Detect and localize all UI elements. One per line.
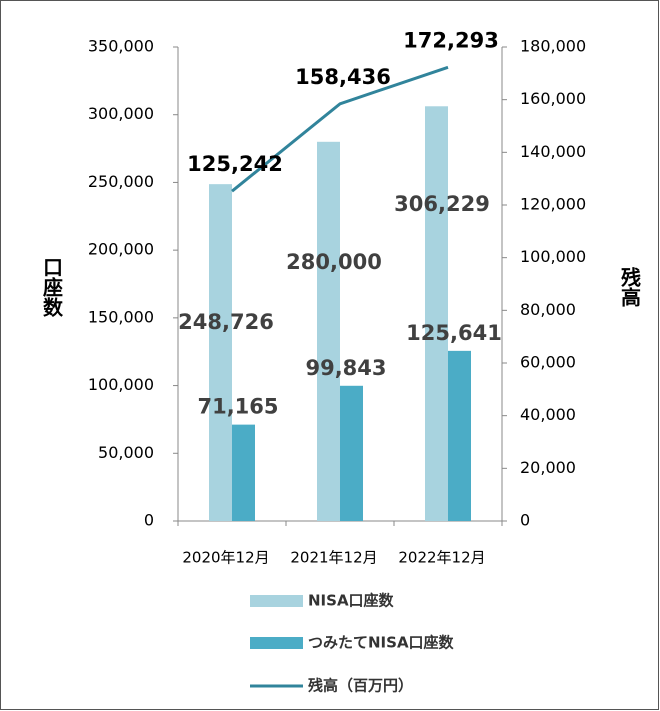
y-tick-label: 0 [144, 511, 154, 530]
data-label: 125,641 [406, 321, 502, 345]
data-label: 99,843 [305, 356, 386, 380]
y2-axis-label: 残高 [618, 267, 642, 307]
y-tick-label: 150,000 [88, 307, 154, 326]
y2-tick-label: 120,000 [520, 195, 586, 214]
line [231, 65, 449, 193]
legend-swatch [250, 595, 303, 607]
data-label: 158,436 [295, 65, 391, 89]
y2-tick-label: 80,000 [520, 300, 576, 319]
y-tick-label: 300,000 [88, 104, 154, 123]
x-tick-label: 2022年12月 [398, 549, 485, 567]
bar [448, 350, 471, 521]
data-label: 125,242 [187, 152, 283, 176]
legend-label: つみたてNISA口座数 [308, 634, 455, 652]
y-tick-label: 50,000 [98, 443, 154, 462]
y2-tick-label: 100,000 [520, 247, 586, 266]
bar [317, 141, 340, 522]
data-label: 71,165 [197, 395, 278, 419]
y2-tick-label: 40,000 [520, 405, 576, 424]
data-label: 172,293 [403, 28, 499, 52]
y2-tick-label: 160,000 [520, 89, 586, 108]
legend-label: 残高（百万円） [308, 677, 413, 695]
x-tick-label: 2020年12月 [182, 549, 269, 567]
data-label: 248,726 [178, 310, 274, 334]
y2-tick-label: 140,000 [520, 142, 586, 161]
y-tick-label: 100,000 [88, 375, 154, 394]
bar [209, 184, 232, 521]
legend-label: NISA口座数 [308, 592, 395, 610]
y-tick-label: 350,000 [88, 37, 154, 56]
y-tick-label: 200,000 [88, 240, 154, 259]
legend-swatch [250, 637, 303, 649]
data-label: 306,229 [394, 192, 490, 216]
bar [425, 106, 448, 521]
data-label: 280,000 [286, 250, 382, 274]
y-tick-label: 250,000 [88, 172, 154, 191]
y-axis-label: 口座数 [40, 257, 64, 318]
y2-tick-label: 20,000 [520, 458, 576, 477]
bar [232, 424, 255, 521]
y2-tick-label: 60,000 [520, 353, 576, 372]
y2-tick-label: 180,000 [520, 37, 586, 56]
bar [340, 385, 363, 521]
y2-tick-label: 0 [520, 511, 530, 530]
x-tick-label: 2021年12月 [290, 549, 377, 567]
